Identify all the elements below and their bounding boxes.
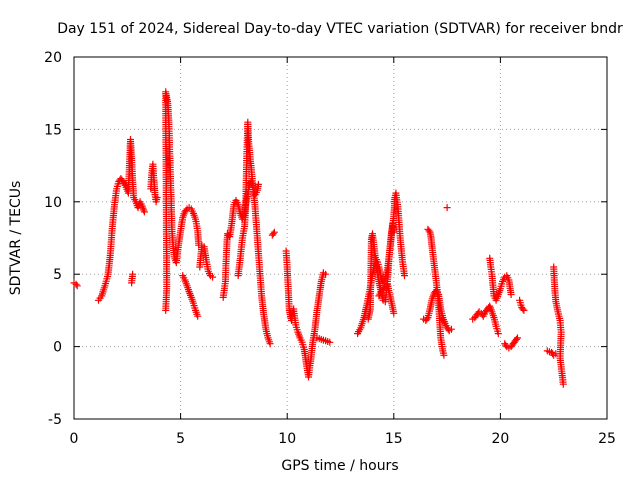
x-tick-label: 5 <box>176 431 185 447</box>
data-point <box>559 380 567 388</box>
data-point <box>266 340 274 348</box>
data-point <box>209 273 217 281</box>
data-point <box>519 305 527 313</box>
x-tick-label: 25 <box>598 431 616 447</box>
x-tick-label: 15 <box>385 431 403 447</box>
data-point <box>73 282 81 290</box>
data-point <box>423 315 431 323</box>
data-point <box>401 272 408 280</box>
y-axis-label: SDTVAR / TECUs <box>8 181 24 296</box>
data-point <box>494 330 502 338</box>
data-point <box>520 306 528 314</box>
data-point <box>425 227 433 235</box>
x-axis-label: GPS time / hours <box>281 458 398 474</box>
data-point <box>507 291 515 298</box>
data-point <box>270 228 278 236</box>
data-point <box>443 204 451 212</box>
data-point <box>440 351 448 359</box>
data-point <box>390 228 398 236</box>
data-point <box>129 270 137 278</box>
ticks-layer: 0 5 10 15 20 25 -5 0 5 10 15 20 <box>44 50 616 447</box>
data-point <box>390 309 398 317</box>
x-tick-label: 20 <box>491 431 509 447</box>
data-point <box>72 280 80 288</box>
data-point <box>194 312 202 320</box>
y-tick-label: 10 <box>44 195 62 211</box>
data-point <box>447 325 455 333</box>
x-tick-label: 10 <box>278 431 296 447</box>
axes-layer <box>73 56 608 420</box>
data-point <box>153 194 161 201</box>
data-layer <box>70 88 567 388</box>
data-point <box>326 338 334 346</box>
data-point <box>514 334 521 342</box>
data-point <box>322 270 330 278</box>
y-tick-label: 20 <box>44 50 62 66</box>
data-point <box>269 230 277 238</box>
y-tick-label: 0 <box>53 340 62 356</box>
x-tick-label: 0 <box>70 431 79 447</box>
data-point <box>512 335 520 343</box>
y-tick-label: 5 <box>53 267 62 283</box>
plot-frame <box>73 56 608 420</box>
data-point <box>140 208 148 216</box>
y-tick-label: 15 <box>44 122 62 138</box>
y-tick-label: -5 <box>48 412 62 428</box>
chart-title: Day 151 of 2024, Sidereal Day-to-day VTE… <box>57 21 623 37</box>
data-point <box>254 180 262 188</box>
